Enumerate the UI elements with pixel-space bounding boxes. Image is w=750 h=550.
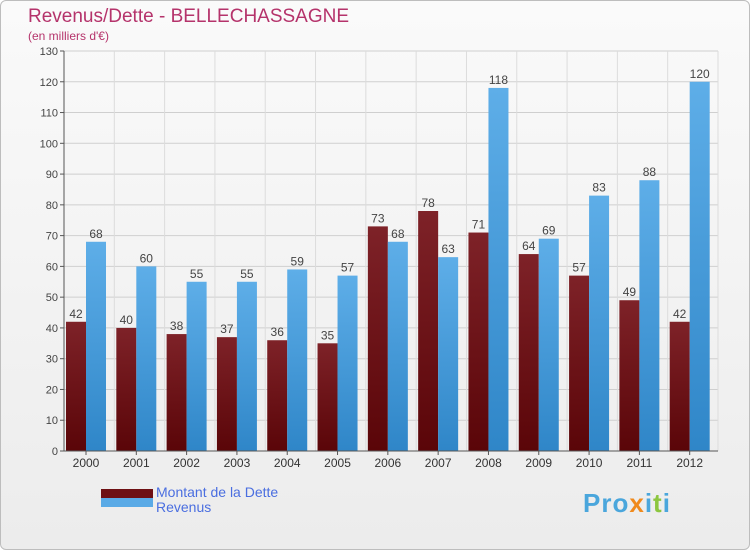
bar-revenus [136,266,157,451]
data-label: 68 [89,227,103,241]
bar-dette [367,226,388,451]
data-label: 57 [572,261,586,275]
x-tick-label: 2006 [374,456,401,470]
data-label: 64 [522,239,536,253]
bar-revenus [86,241,106,451]
data-label: 73 [371,211,385,225]
data-label: 59 [291,254,305,268]
data-label: 35 [321,328,335,342]
bar-revenus [488,87,509,451]
bar-revenus [186,281,207,451]
bar-dette [317,343,338,451]
bar-revenus [538,238,559,451]
x-tick-label: 2007 [425,456,452,470]
x-tick-label: 2008 [475,456,502,470]
y-tick-label: 60 [46,261,58,273]
bar-dette [518,254,539,451]
bar-dette [468,232,489,451]
bar-dette [569,275,590,451]
bar-revenus [236,281,257,451]
y-tick-label: 30 [46,354,58,366]
data-label: 83 [592,181,606,195]
bar-revenus [639,180,660,451]
data-label: 68 [391,227,405,241]
bar-dette [669,321,690,451]
data-label: 55 [190,267,204,281]
bar-revenus [438,257,459,451]
y-tick-label: 100 [40,138,58,150]
x-tick-label: 2011 [626,456,652,470]
bar-dette [619,300,640,451]
x-tick-label: 2000 [73,456,100,470]
bar-chart: 42 68 40 60 38 55 37 55 36 59 35 57 73 68 78 63 71 118 64 6… [40,46,719,470]
bar-dette [418,211,439,451]
chart-subtitle: (en milliers d'€) [28,29,109,43]
y-tick-label: 10 [46,415,58,427]
legend-label-debt: Montant de la Dette [156,484,279,500]
bar-revenus [387,241,408,451]
y-tick-label: 50 [46,292,58,304]
bar-dette [66,321,86,451]
y-tick-label: 130 [40,46,58,58]
bar-revenus [689,81,710,452]
data-label: 120 [690,67,710,81]
y-tick-label: 70 [46,231,58,243]
data-label: 60 [140,251,154,265]
bar-revenus [337,275,358,451]
proxiti-logo: Proxiti [583,488,671,518]
data-label: 78 [421,196,435,210]
bar-dette [267,340,288,451]
x-tick-label: 2005 [324,456,351,470]
data-label: 88 [643,165,657,179]
data-label: 118 [489,73,508,87]
x-tick-label: 2001 [123,456,150,470]
data-label: 40 [120,313,134,327]
legend-swatch-revenus [101,498,153,507]
data-label: 49 [623,285,637,299]
data-label: 38 [170,319,184,333]
data-label: 37 [220,322,234,336]
bar-dette [166,334,187,451]
bar-dette [216,337,237,451]
y-tick-label: 90 [46,169,58,181]
legend-swatch-debt [101,489,153,498]
y-tick-label: 20 [46,384,58,396]
bar-revenus [589,195,610,451]
x-tick-label: 2003 [224,456,251,470]
x-tick-label: 2010 [576,456,603,470]
x-tick-label: 2009 [525,456,552,470]
data-label: 69 [542,224,556,238]
data-label: 42 [69,307,83,321]
data-label: 57 [341,261,355,275]
y-tick-label: 80 [46,200,58,212]
y-tick-label: 40 [46,323,58,335]
data-label: 36 [271,325,285,339]
y-tick-label: 110 [40,108,58,120]
chart-title: Revenus/Dette - BELLECHASSAGNE [28,6,350,27]
legend-label-revenus: Revenus [156,499,212,515]
bar-dette [116,327,137,451]
bar-revenus [287,269,308,451]
x-tick-label: 2002 [173,456,200,470]
y-tick-label: 0 [52,446,58,458]
y-tick-label: 120 [40,77,58,89]
x-tick-label: 2012 [676,456,703,470]
data-label: 71 [472,218,486,232]
data-label: 63 [441,242,455,256]
x-tick-label: 2004 [274,456,301,470]
data-label: 42 [673,307,687,321]
data-label: 55 [240,267,254,281]
